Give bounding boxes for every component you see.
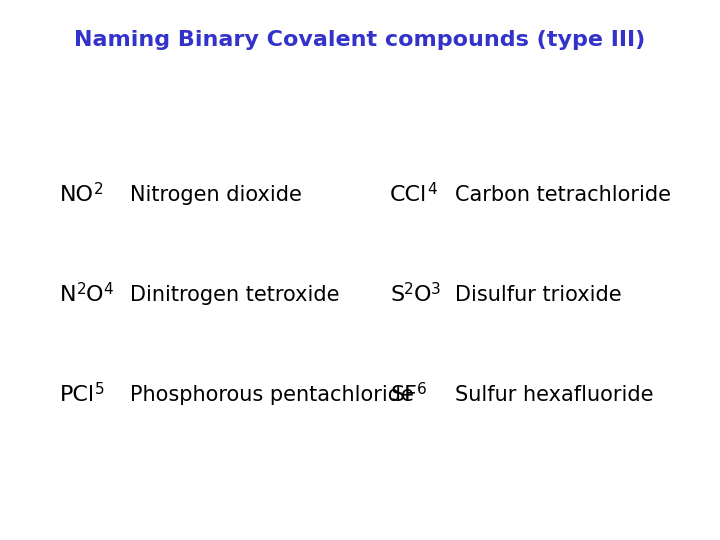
Text: 2: 2 <box>94 181 104 197</box>
Text: NO: NO <box>60 185 94 205</box>
Text: CCl: CCl <box>390 185 427 205</box>
Text: Disulfur trioxide: Disulfur trioxide <box>455 285 621 305</box>
Text: S: S <box>390 285 404 305</box>
Text: 2: 2 <box>76 281 86 296</box>
Text: 4: 4 <box>427 181 437 197</box>
Text: Phosphorous pentachloride: Phosphorous pentachloride <box>130 385 414 405</box>
Text: 6: 6 <box>417 381 427 396</box>
Text: 4: 4 <box>104 281 113 296</box>
Text: O: O <box>414 285 431 305</box>
Text: 2: 2 <box>404 281 414 296</box>
Text: O: O <box>86 285 104 305</box>
Text: Carbon tetrachloride: Carbon tetrachloride <box>455 185 671 205</box>
Text: SF: SF <box>390 385 417 405</box>
Text: N: N <box>60 285 76 305</box>
Text: Sulfur hexafluoride: Sulfur hexafluoride <box>455 385 654 405</box>
Text: 5: 5 <box>95 381 104 396</box>
Text: PCl: PCl <box>60 385 95 405</box>
Text: Naming Binary Covalent compounds (type III): Naming Binary Covalent compounds (type I… <box>74 30 646 50</box>
Text: 3: 3 <box>431 281 441 296</box>
Text: Nitrogen dioxide: Nitrogen dioxide <box>130 185 302 205</box>
Text: Dinitrogen tetroxide: Dinitrogen tetroxide <box>130 285 340 305</box>
